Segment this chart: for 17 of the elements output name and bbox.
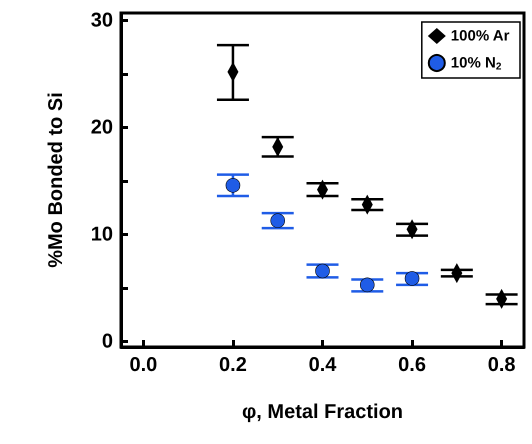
x-tick-label: 0.6 [398, 354, 426, 376]
point [270, 213, 286, 228]
x-tick-label: 0.2 [219, 354, 247, 376]
y-tick-label: 0 [102, 330, 113, 353]
x-axis-title: φ, Metal Fraction [242, 401, 403, 423]
point [226, 178, 240, 193]
point [360, 278, 375, 292]
point [315, 264, 330, 278]
point [404, 271, 420, 286]
y-tick-label: 10 [90, 224, 113, 246]
y-tick-label: 30 [90, 9, 113, 32]
y-tick-label: 20 [90, 116, 113, 139]
x-tick-label: 0.8 [488, 354, 516, 376]
x-tick-label: 0.4 [308, 354, 338, 376]
x-tick-label: 0.0 [129, 354, 158, 376]
legend-label: 100% Ar [450, 28, 510, 44]
y-axis-title: %Mo Bonded to Si [45, 92, 67, 268]
